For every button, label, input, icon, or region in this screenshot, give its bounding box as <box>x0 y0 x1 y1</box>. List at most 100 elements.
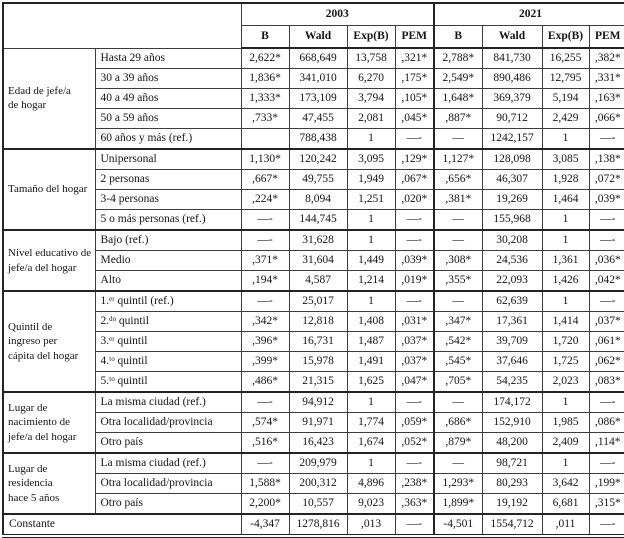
value-cell: 1278,816 <box>288 513 348 537</box>
value-cell: 788,438 <box>288 128 348 150</box>
value-cell: 1,127* <box>433 148 483 170</box>
value-cell: ,037* <box>394 331 435 352</box>
table-row: Otra localidad/provincia ,574* 91,971 1,… <box>3 412 624 433</box>
value-cell: ,574* <box>240 412 290 433</box>
value-cell: 12,818 <box>288 311 348 332</box>
value-cell: —- <box>394 513 435 537</box>
value-cell: -4,347 <box>240 513 290 537</box>
value-cell: — <box>433 290 483 312</box>
value-cell: 1242,157 <box>481 128 543 150</box>
value-cell: 46,307 <box>481 169 543 190</box>
value-cell: ,667* <box>240 169 290 190</box>
stat-header-row: B Wald Exp(B) PEM B Wald Exp(B) PEM <box>3 25 624 49</box>
value-cell: 1,928 <box>541 169 590 190</box>
value-cell: 31,628 <box>288 229 348 251</box>
value-cell: 47,455 <box>288 108 348 129</box>
value-cell: ,238* <box>394 473 435 494</box>
group-label-residencia: Lugar de residencia hace 5 años <box>2 452 96 515</box>
value-cell: 1,725 <box>541 351 590 372</box>
table-row: Tamaño del hogar Unipersonal 1,130* 120,… <box>2 148 624 231</box>
value-cell: 2,788* <box>433 47 483 69</box>
value-cell: ,399* <box>240 351 290 372</box>
stat-header-wald-2021: Wald <box>481 25 543 49</box>
table-row: Quintil de ingreso per cápita del hogar … <box>2 290 624 393</box>
category-cell: 3.ᵉʳ quintil <box>94 331 242 352</box>
value-cell: 152,910 <box>481 412 543 433</box>
corner-cell <box>2 2 242 49</box>
value-cell: 174,172 <box>481 391 543 413</box>
value-cell: ,047* <box>394 371 435 393</box>
value-cell: ,733* <box>240 108 290 129</box>
stat-header-wald-2003: Wald <box>288 25 348 49</box>
value-cell: 3,095 <box>346 148 396 170</box>
value-cell: 62,639 <box>481 290 543 312</box>
value-cell: 1,361 <box>541 250 590 271</box>
value-cell: 1,214 <box>346 270 396 292</box>
year-header-2021: 2021 <box>433 2 624 26</box>
category-cell: 50 a 59 años <box>94 108 242 129</box>
value-cell: —- <box>588 391 624 413</box>
value-cell: — <box>433 229 483 251</box>
category-cell: 4.ᵗᵒ quintil <box>94 351 242 372</box>
value-cell: 1 <box>346 209 396 231</box>
value-cell: 2,549* <box>433 68 483 89</box>
category-cell: 5 o más personas (ref.) <box>94 209 242 231</box>
value-cell: 3,085 <box>541 148 590 170</box>
value-cell: ,129* <box>394 148 435 170</box>
value-cell: ,331* <box>588 68 624 89</box>
value-cell: 173,109 <box>288 88 348 109</box>
value-cell: 1,414 <box>541 311 590 332</box>
group-label-nivel-educativo: Nivel educativo de jefe/a del hogar <box>2 229 96 292</box>
stat-header-pem-2003: PEM <box>394 25 435 49</box>
value-cell: 1 <box>346 128 396 150</box>
value-cell: —- <box>588 209 624 231</box>
table-row: Otra localidad/provincia 1,588* 200,312 … <box>3 473 624 494</box>
category-cell: Hasta 29 años <box>94 47 242 69</box>
category-cell: 2.ᵈᵒ quintil <box>94 311 242 332</box>
value-cell: 2,409 <box>541 432 590 454</box>
table-row: 4.ᵗᵒ quintil ,399* 15,978 1,491 ,037* ,5… <box>3 351 624 372</box>
table-row: Otro país ,516* 16,423 1,674 ,052* ,879*… <box>3 432 624 454</box>
category-cell: Unipersonal <box>94 148 242 170</box>
value-cell <box>240 128 290 150</box>
value-cell: 1,487 <box>346 331 396 352</box>
value-cell: 16,731 <box>288 331 348 352</box>
value-cell: — <box>433 128 483 150</box>
value-cell: ,315* <box>588 493 624 515</box>
value-cell: ,542* <box>433 331 483 352</box>
value-cell: ,545* <box>433 351 483 372</box>
value-cell: ,062* <box>588 351 624 372</box>
table-row: Alto ,194* 4,587 1,214 ,019* ,355* 22,09… <box>3 270 624 292</box>
year-header-2003: 2003 <box>240 2 435 26</box>
value-cell: ,013 <box>346 513 396 537</box>
value-cell: ,224* <box>240 189 290 210</box>
category-cell: 1.ᵉʳ quintil (ref.) <box>94 290 242 312</box>
category-cell: Otra localidad/provincia <box>94 473 242 494</box>
value-cell: 2,200* <box>240 493 290 515</box>
value-cell: 1,625 <box>346 371 396 393</box>
value-cell: —- <box>588 290 624 312</box>
value-cell: 25,017 <box>288 290 348 312</box>
value-cell: ,371* <box>240 250 290 271</box>
value-cell: ,066* <box>588 108 624 129</box>
value-cell: 22,093 <box>481 270 543 292</box>
value-cell: ,039* <box>588 189 624 210</box>
value-cell: 1 <box>541 290 590 312</box>
category-cell: Otro país <box>94 432 242 454</box>
value-cell: ,321* <box>394 47 435 69</box>
table-row: 2 personas ,667* 49,755 1,949 ,067* ,656… <box>3 169 624 190</box>
value-cell: ,199* <box>588 473 624 494</box>
value-cell: —- <box>240 290 290 312</box>
value-cell: —- <box>588 229 624 251</box>
value-cell: ,342* <box>240 311 290 332</box>
value-cell: 19,192 <box>481 493 543 515</box>
value-cell: 1 <box>541 128 590 150</box>
value-cell: ,031* <box>394 311 435 332</box>
value-cell: ,061* <box>588 331 624 352</box>
value-cell: ,052* <box>394 432 435 454</box>
value-cell: 1,491 <box>346 351 396 372</box>
value-cell: —- <box>394 391 435 413</box>
category-cell: 40 a 49 años <box>94 88 242 109</box>
value-cell: ,036* <box>588 250 624 271</box>
